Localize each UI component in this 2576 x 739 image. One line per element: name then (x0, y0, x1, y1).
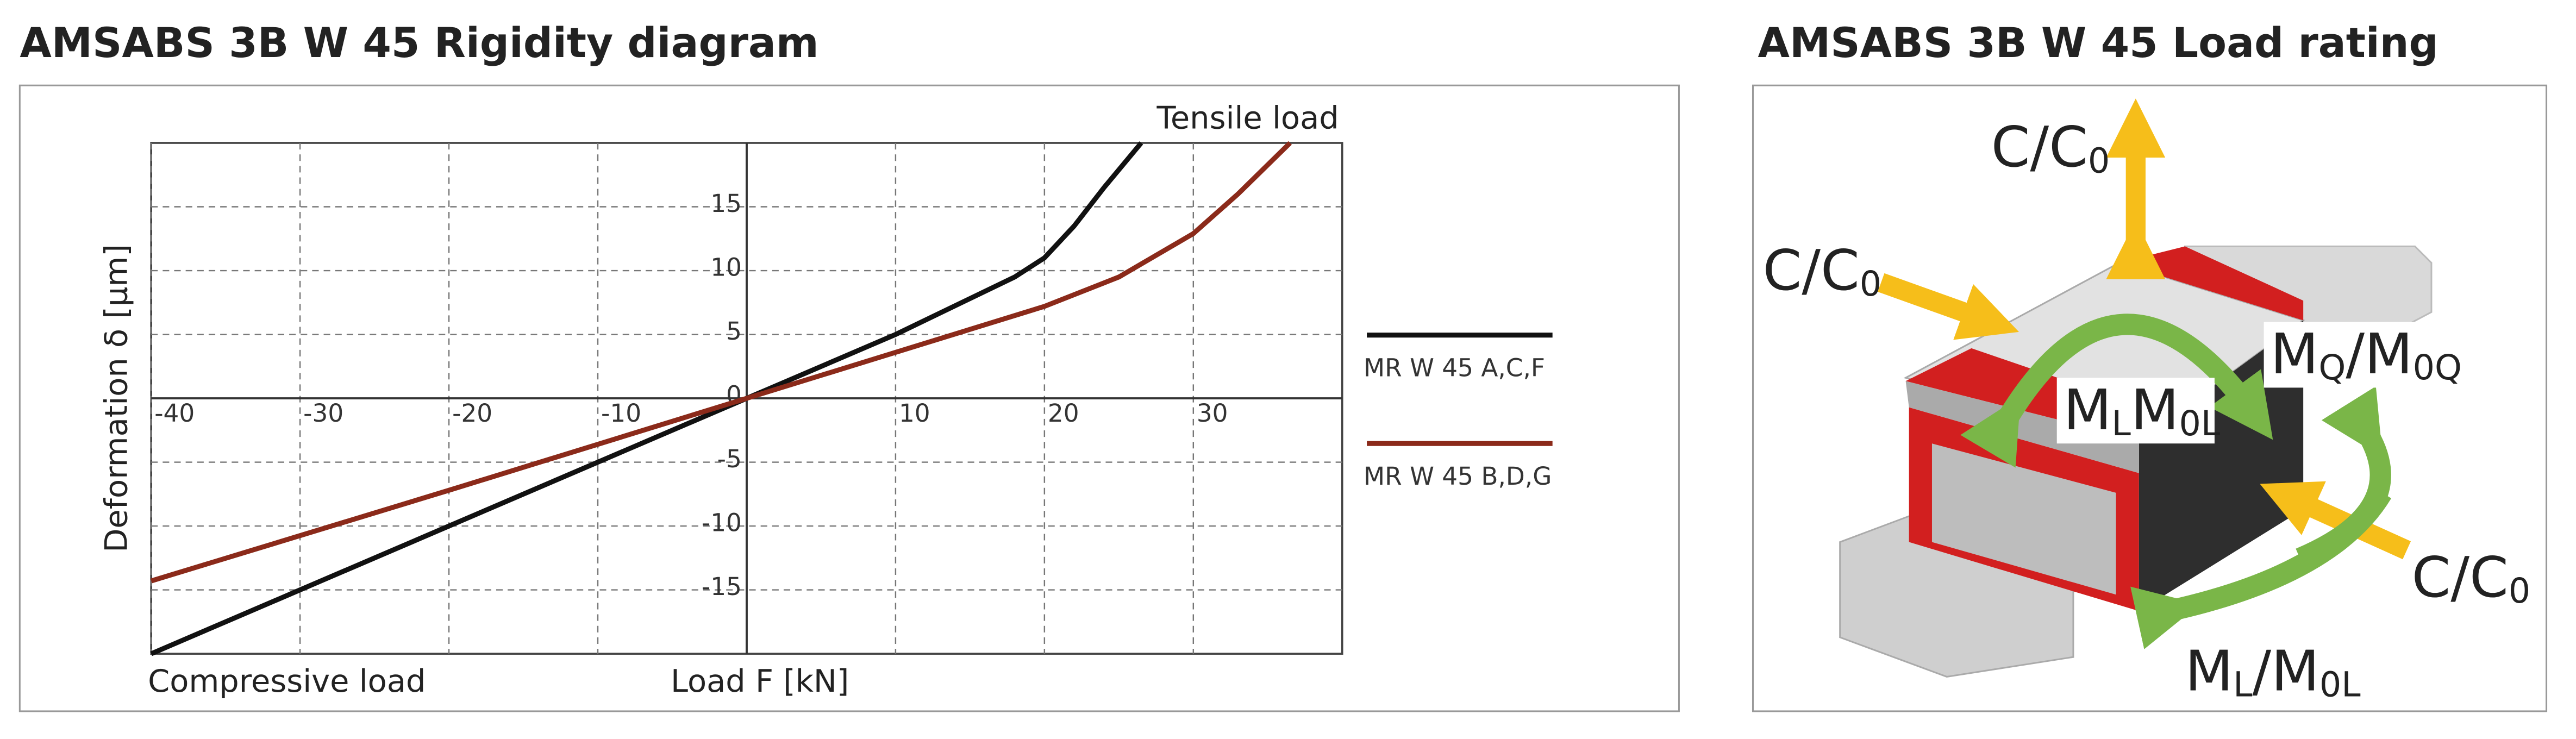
chart-title: AMSABS 3B W 45 Rigidity diagram (20, 19, 818, 67)
subscript: 0L (2319, 664, 2361, 704)
legend-label: MR W 45 A,C,F (1364, 354, 1545, 383)
subscript: L (2233, 664, 2253, 704)
x-tick-label: 20 (1048, 399, 1079, 428)
legend-label: MR W 45 B,D,G (1364, 462, 1552, 491)
label-text: M (2131, 378, 2179, 443)
label-text: C/C (2412, 546, 2509, 610)
x-tick-label: -40 (154, 399, 195, 428)
label-text: /M (2346, 322, 2412, 387)
y-tick-label: 15 (710, 189, 742, 218)
data-line (150, 141, 1143, 656)
subscript: L (2111, 403, 2131, 443)
load-label: C/C0 (2412, 546, 2531, 610)
x-tick-label: -20 (452, 399, 492, 428)
annotation: Compressive load (148, 663, 426, 699)
y-tick-label: -10 (702, 509, 742, 537)
x-tick-label: 10 (899, 399, 930, 428)
load-label: C/C0 (1763, 239, 1882, 303)
x-axis-label: Load F [kN] (671, 663, 849, 699)
y-axis-label: Deformation δ [µm] (98, 244, 134, 553)
load-label: ML/M0L (2185, 640, 2361, 704)
x-tick-label: 30 (1197, 399, 1228, 428)
y-tick-label: -15 (702, 572, 742, 601)
x-tick-label: -10 (601, 399, 641, 428)
y-tick-label: -5 (717, 444, 742, 473)
chart-frame (18, 84, 1680, 712)
x-tick-label: -30 (303, 399, 343, 428)
load-label: C/C0 (1991, 115, 2110, 180)
subscript: 0 (2509, 571, 2530, 611)
label-text: M (2271, 322, 2319, 387)
load-label: MLM0L (2064, 378, 2221, 443)
label-text: C/C (1763, 239, 1860, 303)
y-tick-label: 10 (710, 253, 742, 281)
label-text: M (2185, 640, 2234, 704)
label-text: M (2064, 378, 2112, 443)
subscript: 0Q (2413, 347, 2462, 387)
annotation: Tensile load (1156, 99, 1339, 136)
data-line (150, 141, 1292, 584)
subscript: Q (2318, 347, 2346, 387)
label-text: /M (2253, 640, 2319, 704)
y-tick-label: 5 (726, 317, 742, 346)
load-label: MQ/M0Q (2271, 322, 2462, 387)
panel-title: AMSABS 3B W 45 Load rating (1758, 19, 2439, 67)
subscript: 0L (2179, 403, 2221, 443)
subscript: 0 (1860, 264, 1881, 304)
label-text: C/C (1991, 115, 2088, 180)
carriage-illustration (1839, 98, 2445, 678)
subscript: 0 (2088, 140, 2110, 180)
panel-frame (1752, 84, 2548, 712)
